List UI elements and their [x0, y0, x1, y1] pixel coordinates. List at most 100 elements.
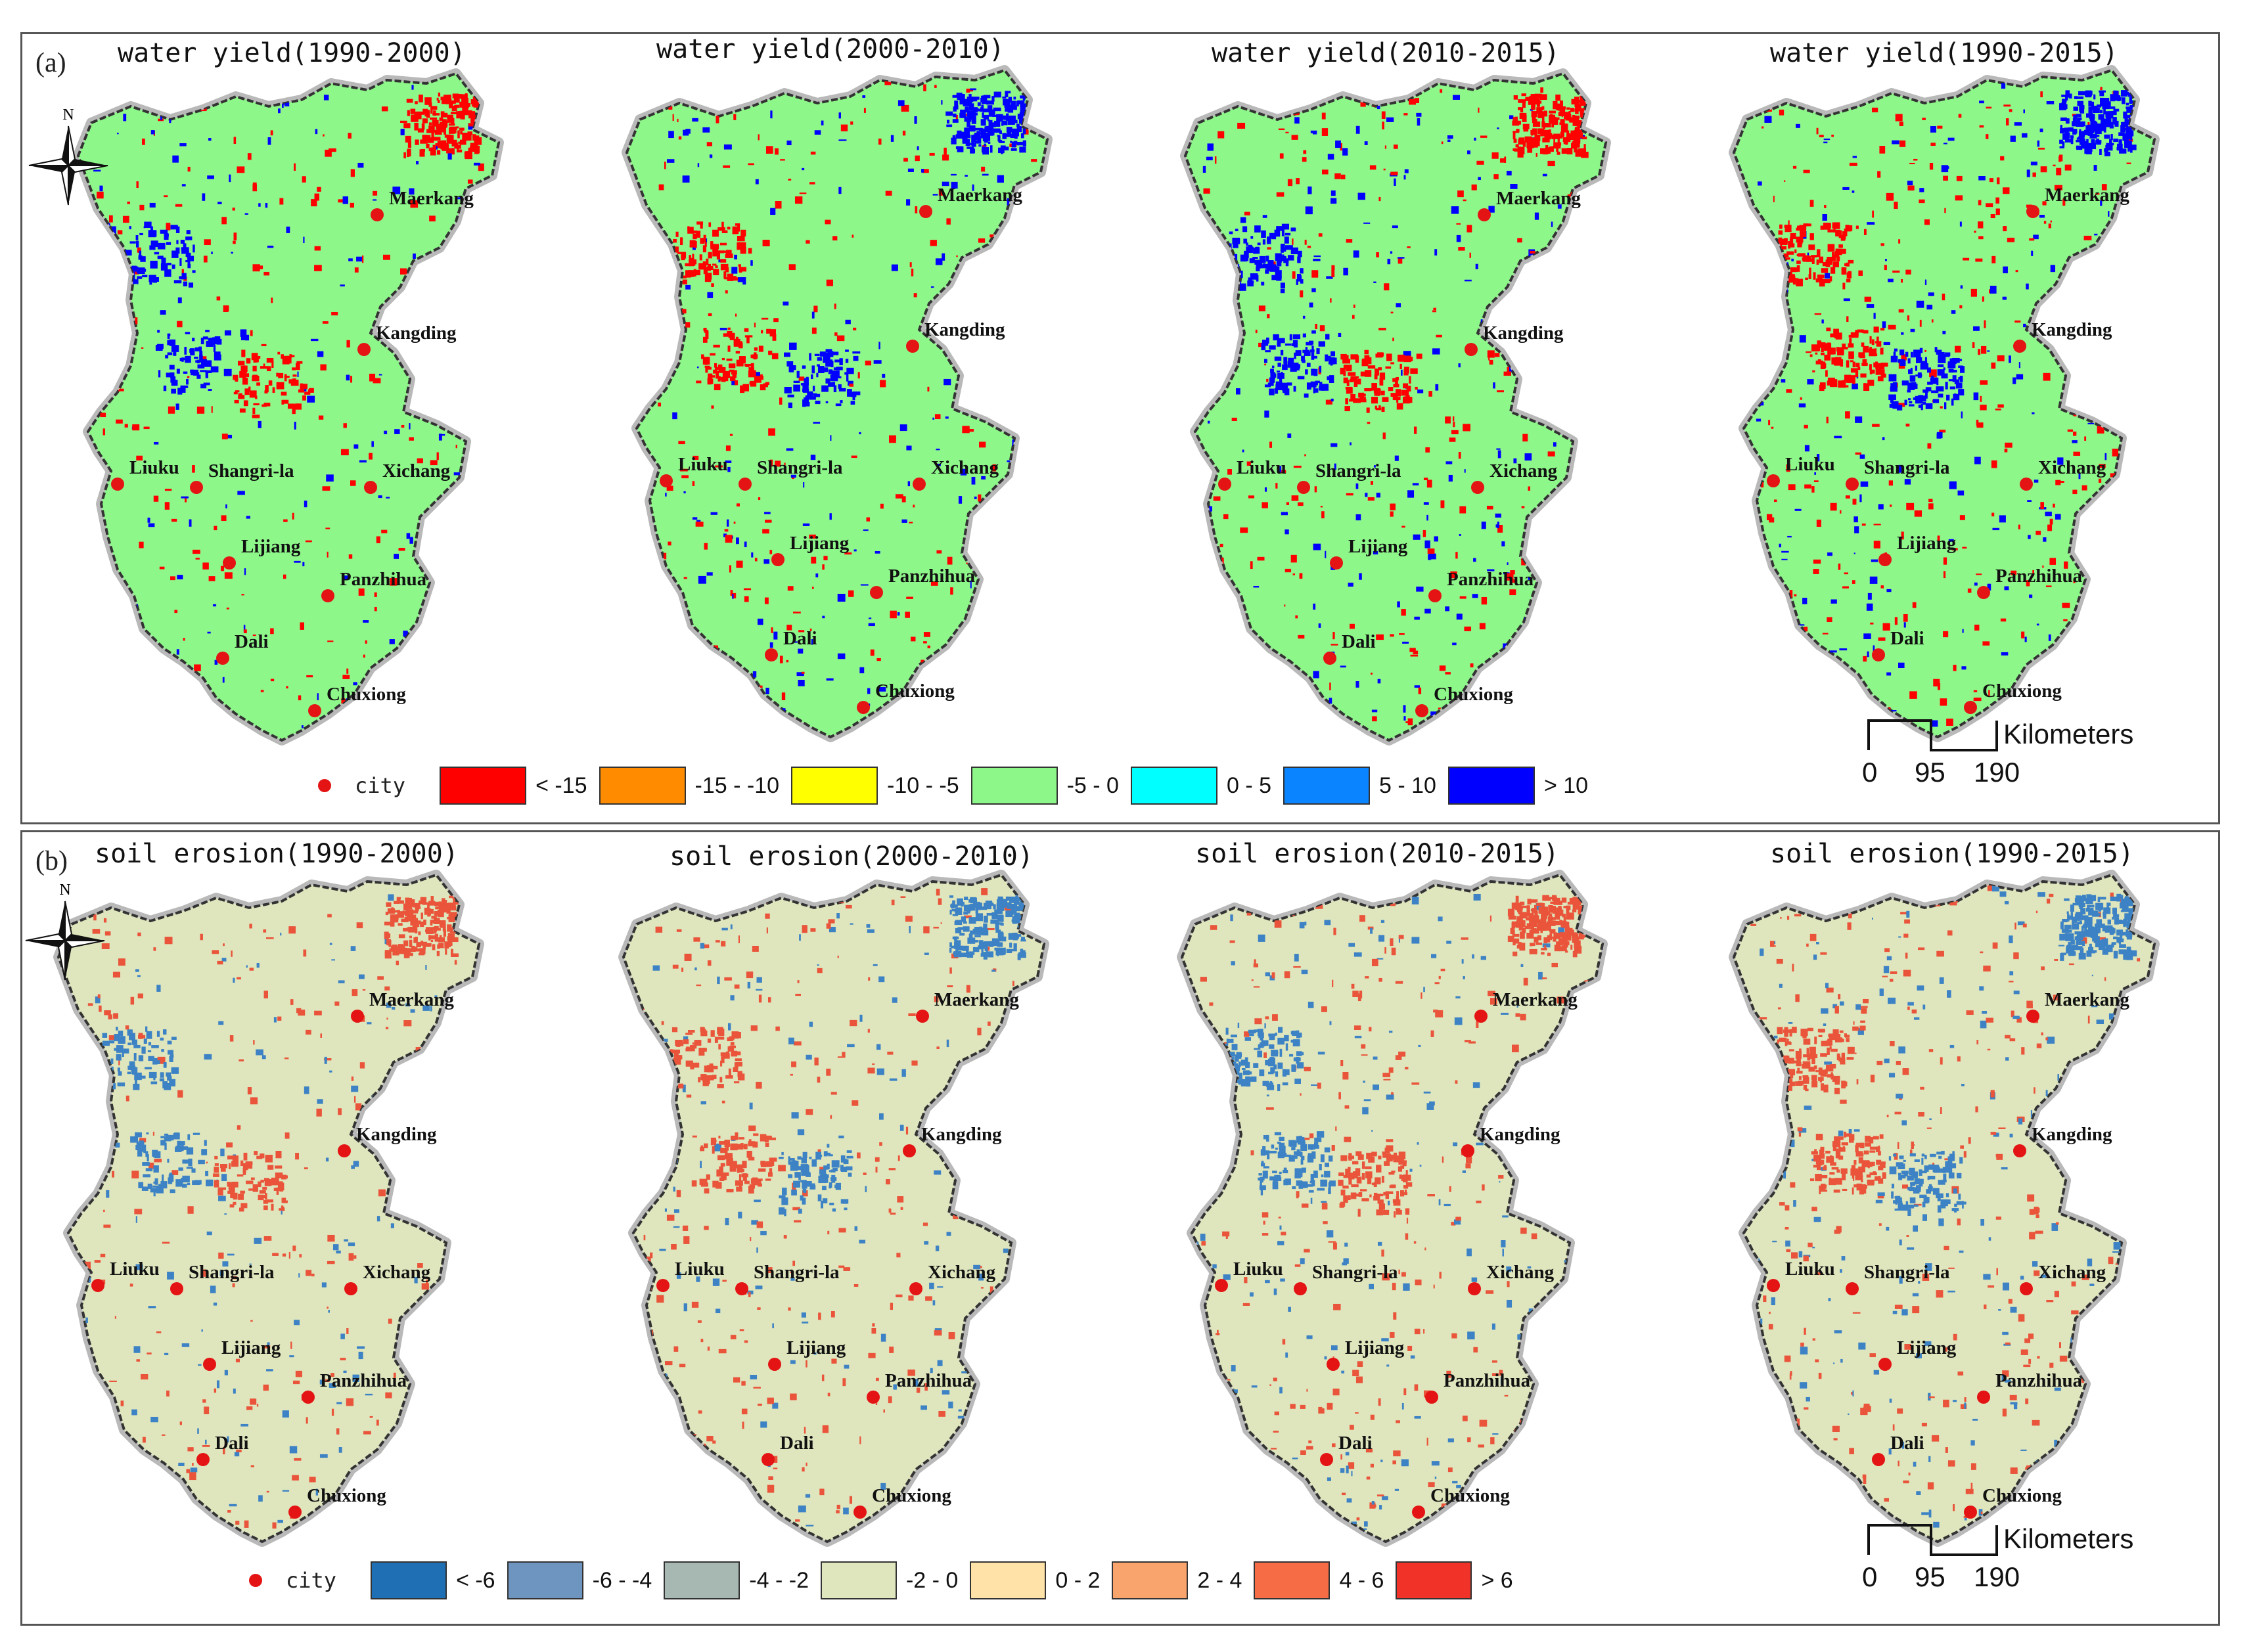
city-label: Shangri-la: [1312, 1262, 1398, 1283]
city-label: Shangri-la: [757, 457, 843, 478]
legend-label: -15 - -10: [694, 772, 780, 798]
city-marker: [1465, 343, 1478, 356]
legend-item: > 10: [1447, 767, 1589, 805]
city-marker: [1320, 1453, 1333, 1466]
city-label: Chuxiong: [327, 684, 406, 705]
map-group-2: Maerkang Kangding Liuku Shangri-la Xichang Li…: [618, 870, 1049, 1547]
city-marker: [357, 343, 371, 356]
legend-label: < -15: [535, 772, 587, 798]
city-marker: [1215, 1279, 1228, 1292]
city-marker: [2013, 1144, 2026, 1157]
city-label: Liuku: [1785, 454, 1835, 475]
city-marker: [308, 704, 321, 717]
scale-tick: 190: [1974, 757, 2020, 788]
map-group-1: Maerkang Kangding Liuku Shangri-la Xichang Li…: [73, 68, 504, 746]
city-label: Maerkang: [934, 989, 1019, 1010]
city-label: Xichang: [2038, 457, 2106, 478]
panel-label: (a): [35, 48, 66, 78]
legend-item: 4 - 6: [1254, 1561, 1384, 1599]
map-title: water yield(1990-2000): [118, 38, 466, 68]
city-label: Lijiang: [1897, 1337, 1957, 1358]
legend-label: -2 - 0: [905, 1567, 959, 1593]
city-label: Dali: [783, 628, 817, 649]
city-label: Kangding: [1480, 1124, 1560, 1145]
city-label: Shangri-la: [189, 1262, 275, 1283]
city-label: Lijiang: [221, 1337, 281, 1358]
city-label: Chuxiong: [1434, 684, 1513, 705]
city-marker: [2026, 205, 2039, 218]
city-label: Kangding: [1483, 323, 1564, 344]
legend-label: -6 - -4: [592, 1567, 652, 1593]
study-region: [622, 873, 1046, 1544]
city-marker: [1428, 589, 1442, 602]
map-group-4: Maerkang Kangding Liuku Shangri-la Xichang Li…: [1729, 870, 2160, 1547]
legend-item: > 6: [1396, 1561, 1513, 1599]
city-label: Maerkang: [369, 989, 454, 1010]
city-marker: [768, 1358, 781, 1371]
legend-item: < -6: [371, 1561, 495, 1599]
legend-item: -10 - -5: [791, 767, 959, 805]
map-title: water yield(1990-2015): [1770, 38, 2118, 68]
map-canvas: Maerkang Kangding Liuku Shangri-la Xichang Li…: [28, 65, 2160, 788]
north-label: N: [62, 106, 74, 123]
map-group-3: Maerkang Kangding Liuku Shangri-la Xichang Li…: [1177, 870, 1608, 1547]
city-marker: [1767, 1279, 1780, 1292]
city-label: Panzhihua: [885, 1370, 972, 1391]
legend-swatch: [440, 767, 527, 805]
legend-label: > 10: [1543, 772, 1589, 798]
city-label: Panzhihua: [1995, 566, 2083, 587]
city-label: Maerkang: [389, 188, 474, 209]
legend-item: -5 - 0: [970, 767, 1119, 805]
legend-item: 5 - 10: [1283, 767, 1436, 805]
city-marker: [1964, 701, 1977, 714]
city-label: Liuku: [1785, 1259, 1835, 1280]
legend-label: > 6: [1481, 1567, 1513, 1593]
city-label: Chuxiong: [1430, 1485, 1510, 1506]
city-label: Lijiang: [786, 1337, 846, 1358]
city-label: Shangri-la: [1864, 457, 1950, 478]
city-marker: [249, 1574, 262, 1587]
city-marker: [2020, 478, 2033, 491]
city-marker: [1461, 1144, 1474, 1157]
legend-swatch: [1112, 1561, 1189, 1599]
city-marker: [1415, 704, 1428, 717]
change-patches: [1196, 885, 1603, 1530]
city-marker: [1323, 652, 1336, 665]
legend-city-label: city: [286, 1568, 337, 1593]
study-region: [1183, 72, 1608, 742]
scale-bar: Kilometers 0 95 190: [1862, 719, 2133, 788]
legend-item: -2 - 0: [820, 1561, 959, 1599]
city-label: Dali: [1342, 631, 1376, 652]
legend-item: -4 - -2: [664, 1561, 809, 1599]
city-marker: [735, 1282, 748, 1295]
city-marker: [1330, 556, 1343, 569]
city-marker: [318, 779, 331, 792]
city-label: Chuxiong: [872, 1485, 951, 1506]
map-group-1: Maerkang Kangding Liuku Shangri-la Xichang Li…: [53, 870, 484, 1547]
city-label: Maerkang: [938, 185, 1022, 206]
legend-item: -15 - -10: [599, 767, 780, 805]
city-marker: [1297, 481, 1310, 494]
city-label: Kangding: [376, 323, 457, 344]
city-marker: [1471, 481, 1484, 494]
city-marker: [2013, 340, 2026, 353]
city-marker: [1977, 1391, 1990, 1404]
city-label: Xichang: [382, 460, 451, 481]
city-label: Panzhihua: [1447, 569, 1534, 590]
city-label: Dali: [1890, 628, 1924, 649]
city-label: Panzhihua: [888, 566, 976, 587]
legend-swatch: [664, 1561, 740, 1599]
map-group-4: Maerkang Kangding Liuku Shangri-la Xichang Li…: [1729, 65, 2160, 742]
city-marker: [1846, 478, 1859, 491]
city-label: Liuku: [678, 454, 728, 475]
legend-label: 0 - 2: [1055, 1567, 1101, 1593]
city-label: Maerkang: [1496, 188, 1581, 209]
city-marker: [870, 586, 883, 599]
legend-swatch: [599, 767, 686, 805]
scale-tick: 95: [1915, 757, 1945, 788]
legend-label: 4 - 6: [1339, 1567, 1384, 1593]
legend-label: -5 - 0: [1066, 772, 1119, 798]
city-label: Liuku: [110, 1259, 160, 1280]
city-marker: [1977, 586, 1990, 599]
city-label: Maerkang: [2045, 185, 2129, 206]
